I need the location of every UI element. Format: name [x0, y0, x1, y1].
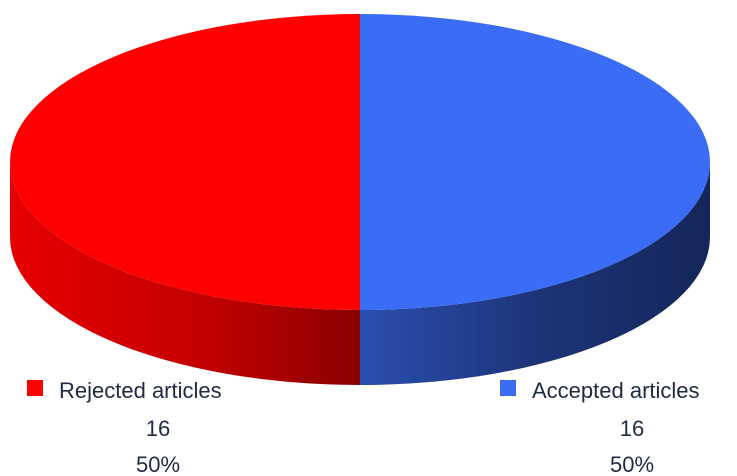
slice-value-accepted: 16 — [620, 416, 644, 441]
legend-swatch-accepted — [500, 380, 516, 396]
pie-side-rejected — [10, 162, 360, 385]
slice-value-rejected: 16 — [146, 416, 170, 441]
slice-label-accepted: Accepted articles 16 50% — [500, 378, 700, 476]
slice-name-accepted: Accepted articles — [532, 378, 700, 403]
pie-side-accepted — [360, 162, 710, 385]
legend-swatch-rejected — [27, 380, 43, 396]
slice-percent-accepted: 50% — [610, 452, 654, 476]
pie-slice-accepted — [360, 14, 710, 310]
slice-label-rejected: Rejected articles 16 50% — [27, 378, 222, 476]
slice-percent-rejected: 50% — [136, 452, 180, 476]
slice-name-rejected: Rejected articles — [59, 378, 222, 403]
pie-slice-rejected — [10, 14, 360, 310]
